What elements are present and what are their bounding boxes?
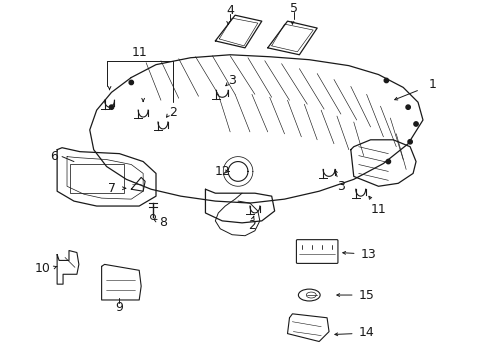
Circle shape	[413, 122, 417, 126]
Circle shape	[407, 140, 411, 144]
Text: 3: 3	[336, 180, 344, 193]
Text: 6: 6	[50, 150, 58, 163]
Text: 9: 9	[115, 301, 123, 314]
Circle shape	[386, 159, 390, 164]
Bar	[70, 163, 124, 193]
Text: 4: 4	[226, 4, 234, 17]
Text: 2: 2	[247, 219, 255, 232]
Text: 2: 2	[168, 105, 176, 118]
Circle shape	[129, 80, 133, 85]
Circle shape	[405, 105, 409, 109]
Text: 7: 7	[107, 182, 115, 195]
Text: 8: 8	[159, 216, 166, 229]
Text: 14: 14	[358, 326, 374, 339]
Text: 12: 12	[214, 165, 230, 178]
Text: 1: 1	[428, 78, 436, 91]
Text: 10: 10	[34, 262, 50, 275]
Text: 15: 15	[358, 288, 374, 302]
Circle shape	[109, 105, 113, 109]
Text: 11: 11	[370, 203, 386, 216]
Text: 3: 3	[228, 74, 236, 87]
Text: 11: 11	[131, 46, 147, 59]
Text: 13: 13	[360, 248, 376, 261]
Text: 5: 5	[290, 2, 298, 15]
Circle shape	[384, 78, 388, 83]
